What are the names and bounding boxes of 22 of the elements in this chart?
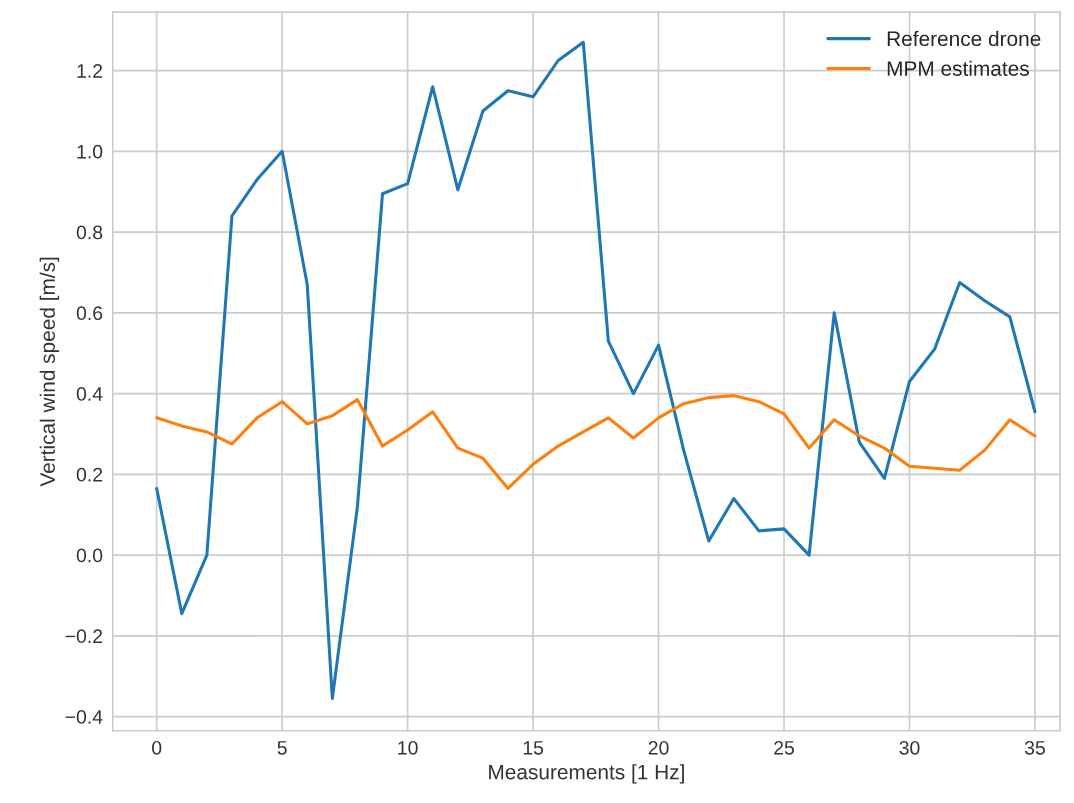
x-axis-title: Measurements [1 Hz]	[489, 764, 684, 784]
y-tick-label: 0.8	[76, 225, 103, 240]
y-tick-label: 0.6	[76, 306, 103, 321]
x-tick-label: 5	[277, 741, 287, 755]
x-tick-label: 35	[1024, 740, 1045, 755]
y-axis-title: Vertical wind speed [m/s]	[39, 257, 60, 487]
y-tick-label: −0.2	[65, 629, 103, 644]
x-tick-label: 15	[523, 741, 544, 755]
line-series	[155, 394, 1037, 491]
x-tick-label: 10	[398, 740, 418, 755]
y-tick-label: 0.2	[76, 467, 103, 482]
x-tick-label: 25	[774, 740, 795, 755]
y-tick-label: −0.4	[65, 710, 103, 724]
x-tick-label: 30	[899, 740, 920, 755]
legend-label: MPM estimates	[887, 60, 1029, 76]
x-tick-label: 0	[152, 740, 162, 755]
y-tick-label: 0.0	[76, 548, 103, 563]
y-tick-label: 0.4	[76, 387, 103, 401]
y-tick-label: 1.2	[77, 64, 103, 78]
y-tick-label: 1.0	[77, 144, 103, 159]
x-tick-label: 20	[648, 740, 669, 755]
legend-label: Reference drone	[887, 30, 1041, 47]
